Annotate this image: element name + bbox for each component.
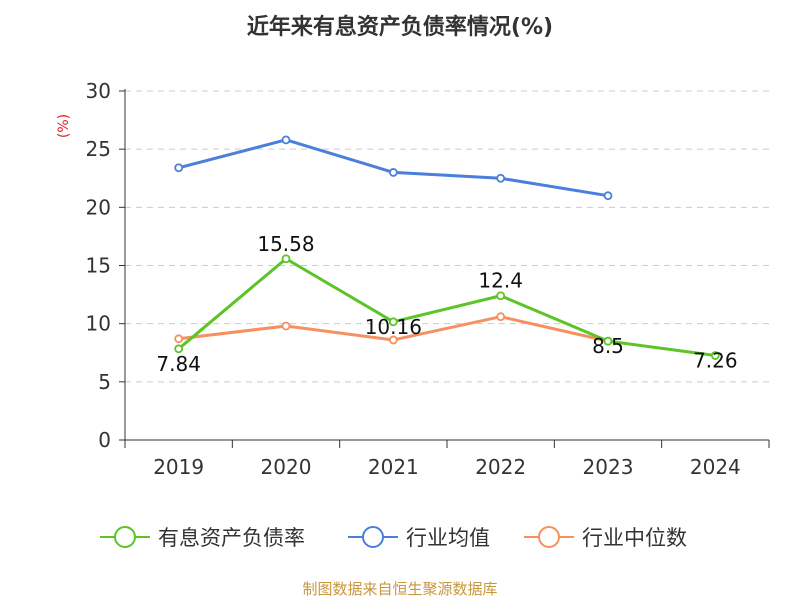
data-point	[710, 351, 720, 360]
y-tick-label: 15	[86, 254, 111, 278]
series-layer	[174, 135, 720, 360]
y-tick-label: 0	[98, 428, 111, 452]
y-tick-label: 10	[86, 312, 111, 336]
data-point	[174, 163, 184, 173]
legend-marker	[538, 526, 560, 548]
data-label: 12.4	[478, 269, 523, 293]
y-tick-label: 20	[86, 195, 111, 219]
legend: 有息资产负债率 行业均值 行业中位数	[100, 526, 687, 550]
legend-marker	[362, 526, 384, 548]
x-tick-label: 2020	[261, 455, 312, 479]
data-point	[496, 291, 506, 301]
x-tick-label: 2023	[583, 455, 634, 479]
data-point	[281, 254, 291, 264]
legend-label: 有息资产负债率	[158, 526, 305, 550]
axis-layer: 0 5 10 15 20 25 30 2019 2020 2021 2022 2023 2024	[86, 79, 770, 479]
legend-label: 行业均值	[406, 526, 490, 550]
x-tick-label: 2021	[368, 455, 419, 479]
data-point	[496, 312, 506, 322]
source-note: 制图数据来自恒生聚源数据库	[302, 580, 497, 598]
grid-layer	[125, 90, 769, 383]
data-point	[603, 191, 613, 201]
data-label: 7.26	[693, 349, 738, 373]
data-point	[388, 317, 398, 327]
data-label: 7.84	[156, 352, 201, 376]
data-point	[388, 168, 398, 177]
data-point	[496, 173, 506, 183]
x-tick-label: 2022	[475, 455, 526, 479]
data-point	[174, 344, 184, 354]
data-label: 15.58	[257, 232, 314, 256]
data-point	[281, 135, 291, 145]
x-tick-label: 2019	[153, 455, 204, 479]
y-axis-label: (%)	[56, 114, 72, 138]
data-label: 8.5	[592, 334, 624, 358]
x-tick-label: 2024	[690, 455, 741, 479]
legend-label: 行业中位数	[582, 526, 687, 550]
legend-marker	[114, 526, 136, 548]
data-point	[388, 335, 398, 345]
data-point	[603, 336, 613, 346]
data-label: 10.16	[365, 315, 422, 339]
series-line-0	[177, 257, 716, 358]
data-label-layer: 7.84 15.58 10.16 12.4 8.5 7.26	[156, 232, 737, 376]
data-point	[281, 321, 291, 331]
y-tick-label: 30	[86, 79, 111, 103]
y-tick-label: 25	[86, 137, 111, 161]
y-tick-label: 5	[98, 370, 111, 394]
series-line-1	[178, 138, 609, 198]
data-point	[174, 334, 184, 344]
chart-title: 近年来有息资产负债率情况(%)	[247, 14, 553, 40]
